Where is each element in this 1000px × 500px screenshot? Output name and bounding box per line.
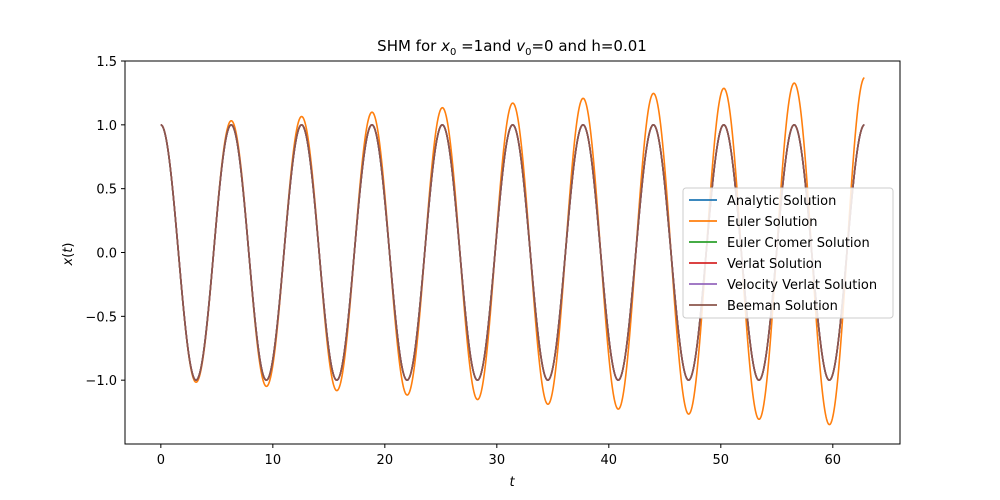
legend-entry: Analytic Solution bbox=[727, 194, 836, 209]
x-tick-label: 0 bbox=[157, 453, 165, 468]
y-tick-label: 0.0 bbox=[96, 247, 117, 262]
legend: Analytic Solution Euler Solution Euler Cro… bbox=[682, 187, 894, 319]
y-tick-label: −0.5 bbox=[85, 310, 117, 325]
chart-title: SHM for x0 =1and v0=0 and h=0.01 bbox=[377, 37, 647, 58]
x-axis: 0 10 20 30 40 50 60 bbox=[157, 444, 841, 468]
legend-entry: Euler Cromer Solution bbox=[727, 236, 870, 251]
y-tick-label: 1.0 bbox=[96, 119, 117, 134]
legend-entry: Euler Solution bbox=[727, 215, 818, 230]
y-tick-label: 0.5 bbox=[96, 183, 117, 198]
legend-entry: Velocity Verlat Solution bbox=[727, 278, 877, 293]
y-tick-label: −1.0 bbox=[85, 374, 117, 389]
x-tick-label: 60 bbox=[825, 453, 842, 468]
legend-entry: Verlat Solution bbox=[727, 257, 822, 272]
x-tick-label: 40 bbox=[601, 453, 618, 468]
x-tick-label: 30 bbox=[489, 453, 506, 468]
legend-entry: Beeman Solution bbox=[727, 299, 838, 314]
y-tick-label: 1.5 bbox=[96, 55, 117, 70]
x-tick-label: 10 bbox=[265, 453, 282, 468]
y-axis-label: x(t) bbox=[61, 243, 76, 267]
x-tick-label: 20 bbox=[377, 453, 394, 468]
x-axis-label: t bbox=[509, 475, 515, 490]
x-tick-label: 50 bbox=[713, 453, 730, 468]
plot-frame bbox=[124, 60, 901, 445]
y-axis: 1.5 1.0 0.5 0.0 −0.5 −1.0 bbox=[85, 55, 125, 389]
legend-box bbox=[682, 187, 894, 319]
